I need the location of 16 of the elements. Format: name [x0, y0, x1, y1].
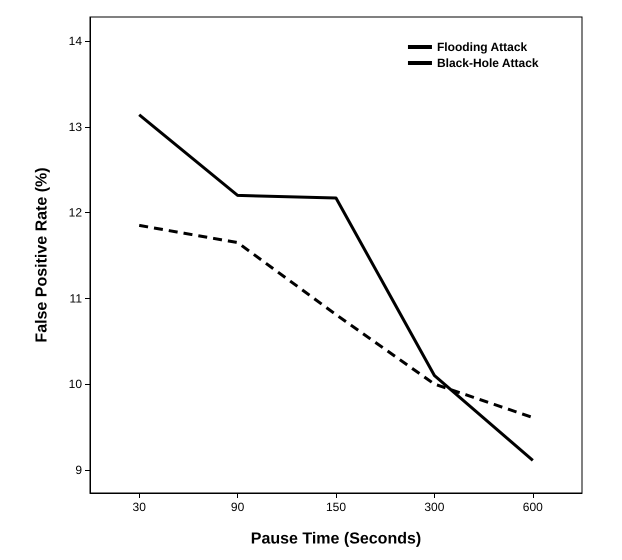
- y-tick-label: 14: [68, 34, 82, 48]
- y-tick-label: 11: [70, 291, 82, 306]
- x-tick-label: 600: [522, 500, 544, 514]
- y-tick-label: 12: [68, 206, 82, 220]
- legend-label: Flooding Attack: [436, 40, 528, 54]
- y-tick-label: 9: [75, 462, 82, 477]
- x-tick-label: 300: [424, 500, 445, 514]
- y-axis-title: False Positive Rate (%): [34, 167, 50, 343]
- x-axis-title: Pause Time (Seconds): [250, 530, 422, 548]
- y-tick-label: 13: [68, 120, 82, 134]
- x-tick-label: 90: [230, 500, 245, 514]
- line-series: [138, 113, 534, 462]
- y-tick-label: 10: [68, 377, 82, 392]
- legend-label: Black-Hole Attack: [436, 56, 539, 70]
- x-tick-label: 30: [132, 500, 146, 514]
- x-tick-label: 150: [326, 500, 346, 514]
